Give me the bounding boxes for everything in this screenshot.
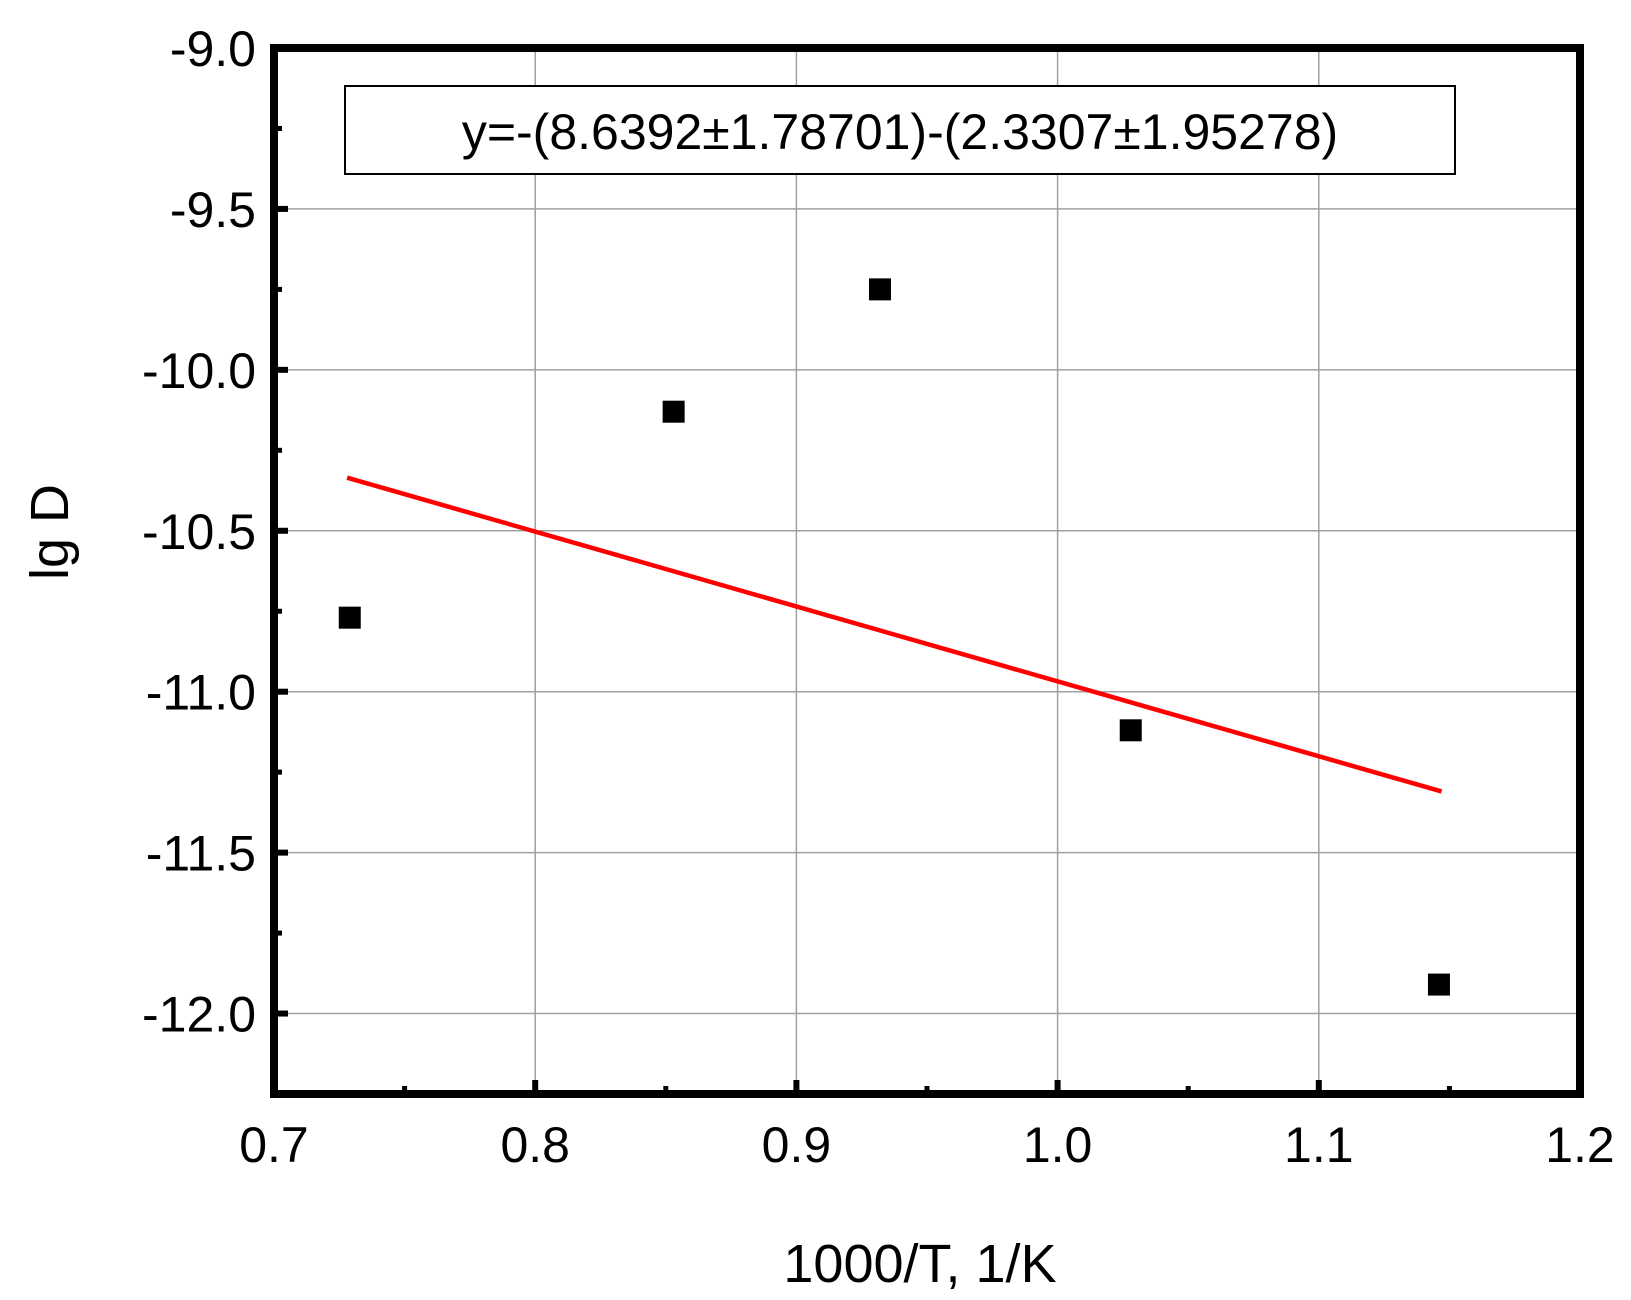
fit-equation-label: y=-(8.6392±1.78701)-(2.3307±1.95278): [462, 104, 1338, 160]
y-tick-label: -11.5: [146, 826, 256, 882]
data-points: [338, 278, 1450, 996]
x-tick-label: 1.2: [1545, 1117, 1615, 1173]
equation-box: y=-(8.6392±1.78701)-(2.3307±1.95278): [344, 85, 1456, 175]
y-tick-labels: -9.0 -9.5 -10.0 -10.5 -11.0 -11.5 -12.0: [142, 21, 256, 1043]
fit-line-layer: [346, 475, 1443, 794]
data-point: [662, 400, 685, 423]
fit-line: [346, 475, 1443, 794]
data-point: [868, 278, 891, 301]
grid-lines: [274, 48, 1580, 1094]
y-tick-label: -11.0: [146, 665, 256, 721]
data-point: [1427, 973, 1450, 996]
x-axis-title: 1000/T, 1/K: [783, 1234, 1056, 1294]
x-tick-label: 1.0: [1023, 1117, 1093, 1173]
x-tick-label: 0.9: [762, 1117, 832, 1173]
y-tick-label: -10.5: [142, 504, 256, 560]
x-tick-label: 1.1: [1284, 1117, 1354, 1173]
y-tick-label: -12.0: [142, 987, 256, 1043]
axis-ticks: [271, 45, 1583, 1097]
y-tick-label: -9.5: [170, 182, 256, 238]
y-axis-title: lg D: [20, 484, 80, 580]
data-point: [338, 606, 361, 629]
x-tick-label: 0.8: [500, 1117, 570, 1173]
y-tick-label: -10.0: [142, 343, 256, 399]
x-tick-label: 0.7: [239, 1117, 309, 1173]
y-tick-label: -9.0: [170, 21, 256, 77]
x-tick-labels: 0.7 0.8 0.9 1.0 1.1 1.2: [239, 1117, 1615, 1173]
data-point: [1119, 719, 1142, 742]
plot-area-frame: [270, 44, 1584, 1098]
